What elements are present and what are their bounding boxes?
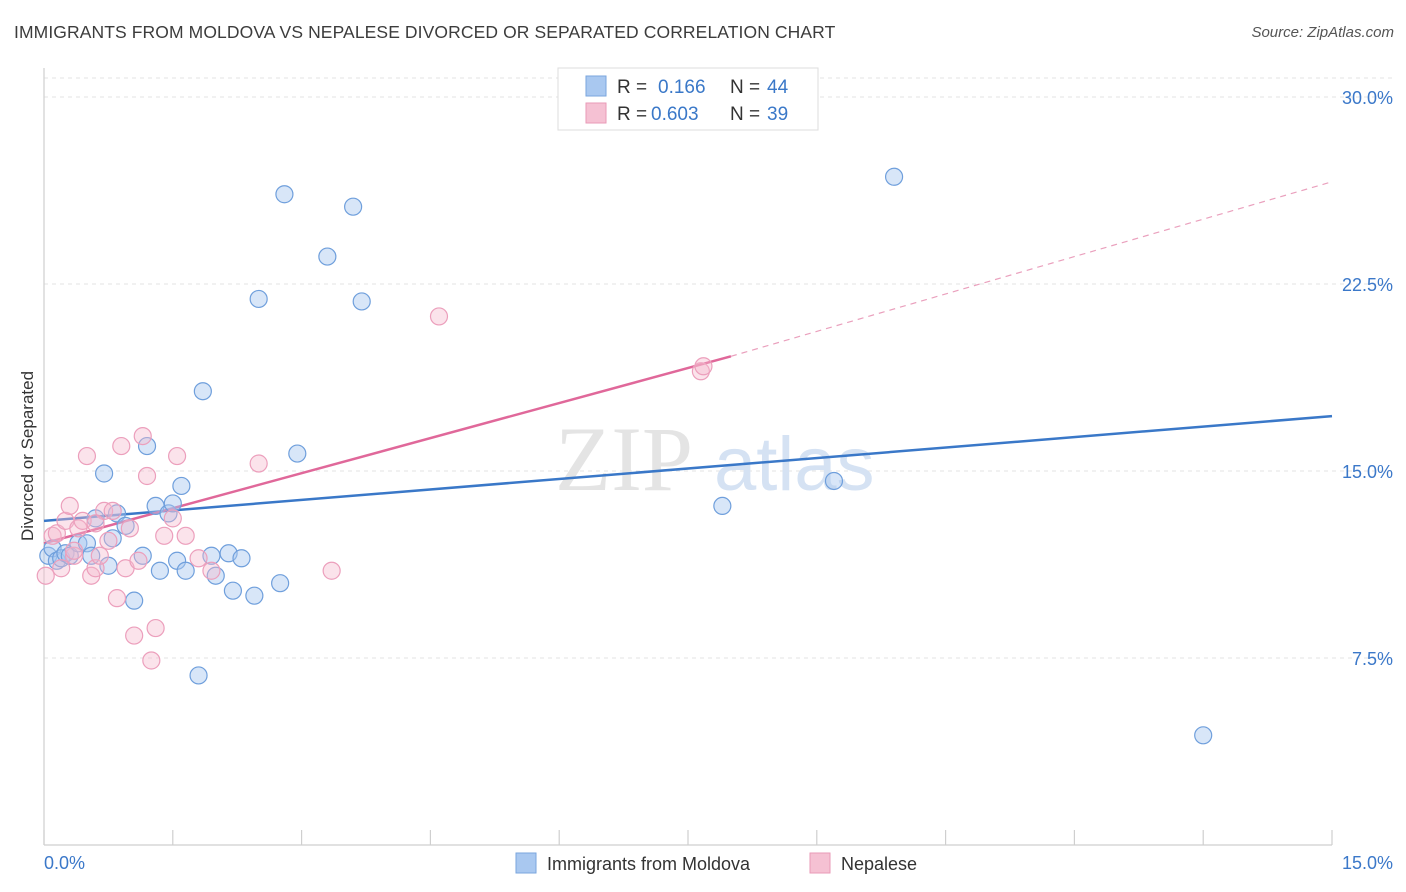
series-legend: Immigrants from Moldova Nepalese [515, 852, 917, 874]
legend-r-label-2: R = [617, 104, 647, 125]
point-nepalese [691, 362, 710, 381]
point-nepalese [112, 436, 131, 456]
point-nepalese [47, 524, 66, 543]
point-nepalese [249, 454, 268, 473]
point-nepalese [429, 307, 449, 326]
y-axis-title: Divorced or Separated [18, 371, 37, 541]
legend-r-value-2: 0.603 [651, 104, 699, 125]
point-nepalese [202, 561, 221, 580]
trend-line-nepalese [43, 355, 732, 545]
point-moldova [713, 496, 732, 516]
data-points [36, 167, 1213, 745]
point-nepalese [36, 566, 55, 585]
point-nepalese [64, 541, 84, 560]
point-nepalese [125, 626, 144, 645]
point-nepalese [99, 531, 118, 550]
trend-line-moldova [43, 414, 1333, 523]
point-nepalese [64, 546, 84, 565]
point-nepalese [60, 496, 79, 516]
bottom-legend-label-2: Nepalese [841, 854, 917, 874]
point-nepalese [146, 618, 165, 638]
x-ticks [43, 830, 1333, 845]
point-moldova [249, 289, 268, 309]
x-tick-label-min: 0.0% [44, 853, 85, 873]
point-moldova [275, 185, 294, 204]
bottom-legend-swatch-blue [515, 852, 537, 874]
y-tick-labels: 7.5% 15.0% 22.5% 30.0% [1342, 88, 1393, 669]
point-moldova [352, 292, 371, 311]
point-moldova [271, 574, 290, 593]
x-tick-label-max: 15.0% [1342, 853, 1393, 873]
y-tick-label: 22.5% [1342, 275, 1393, 295]
legend-n-value-2: 39 [767, 104, 788, 125]
y-tick-label: 30.0% [1342, 88, 1393, 108]
point-moldova [288, 444, 307, 463]
point-moldova [223, 581, 243, 600]
point-nepalese [142, 651, 161, 670]
point-nepalese [163, 509, 182, 528]
point-nepalese [176, 526, 195, 545]
point-moldova [245, 586, 264, 605]
point-moldova [176, 561, 195, 580]
point-nepalese [322, 561, 341, 580]
gridlines [44, 77, 1393, 659]
point-moldova [125, 591, 144, 610]
bottom-legend-swatch-pink [809, 852, 831, 874]
point-moldova [150, 561, 170, 580]
trend-lines [43, 181, 1333, 545]
point-moldova [163, 494, 182, 513]
point-moldova [1194, 726, 1213, 745]
point-moldova [193, 382, 212, 401]
source-label: Source: ZipAtlas.com [1251, 24, 1394, 41]
point-moldova [884, 167, 904, 186]
point-nepalese [103, 501, 122, 520]
legend-n-label-1: N = [730, 77, 760, 98]
chart-title: IMMIGRANTS FROM MOLDOVA VS NEPALESE DIVO… [14, 22, 836, 42]
point-moldova [95, 464, 114, 483]
point-nepalese [129, 551, 148, 570]
watermark: ZIP [555, 408, 693, 510]
point-nepalese [155, 526, 174, 545]
legend-swatch-blue [585, 75, 607, 97]
point-moldova [172, 476, 191, 496]
point-nepalese [90, 546, 109, 565]
trend-extension-nepalese [730, 181, 1333, 357]
stats-legend: R = 0.166 N = 44 R = 0.603 N = 39 [557, 67, 819, 131]
point-moldova [232, 549, 251, 568]
legend-r-label-1: R = [617, 77, 647, 98]
point-nepalese [137, 466, 157, 486]
point-nepalese [77, 446, 97, 466]
point-moldova [189, 666, 208, 685]
point-nepalese [133, 426, 152, 446]
point-nepalese [120, 519, 139, 538]
legend-n-value-1: 44 [767, 77, 789, 98]
point-nepalese [189, 549, 208, 568]
legend-n-label-2: N = [730, 104, 760, 125]
point-nepalese [52, 559, 71, 578]
point-nepalese [86, 514, 105, 533]
point-moldova [137, 436, 157, 456]
point-nepalese [167, 446, 187, 466]
y-tick-label: 15.0% [1342, 462, 1393, 482]
point-moldova [318, 247, 337, 266]
legend-swatch-pink [585, 102, 607, 124]
point-moldova [344, 197, 363, 216]
point-nepalese [107, 589, 127, 608]
point-nepalese [694, 357, 713, 376]
legend-r-value-1: 0.166 [658, 77, 706, 98]
bottom-legend-label-1: Immigrants from Moldova [547, 854, 751, 874]
y-tick-label: 7.5% [1352, 649, 1393, 669]
point-moldova [824, 471, 844, 491]
